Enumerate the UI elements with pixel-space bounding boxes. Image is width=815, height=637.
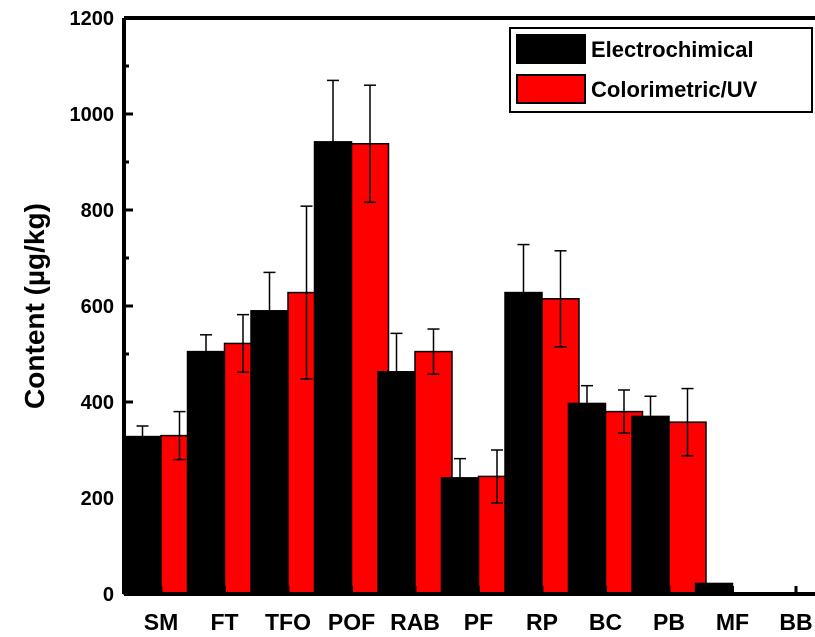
legend-swatch-colorimetric (516, 74, 586, 104)
bar-electrochimical-ft (186, 350, 226, 595)
legend-swatch-electrochimical (516, 34, 586, 64)
bars-layer (123, 141, 734, 595)
x-tick-label: RP (526, 609, 558, 635)
y-tick-label: 400 (81, 392, 114, 414)
legend-label-colorimetric: Colorimetric/UV (591, 77, 758, 102)
y-tick-label: 0 (103, 584, 114, 606)
legend: Electrochimical Colorimetric/UV (509, 27, 813, 113)
y-axis-label: Content (µg/kg) (19, 203, 50, 409)
x-tick-label: POF (328, 609, 375, 635)
y-tick-label: 1200 (70, 8, 115, 30)
error-bars-layer (136, 79, 694, 504)
x-tick-label: SM (144, 609, 179, 635)
x-tick-label: BC (589, 609, 622, 635)
y-tick-label: 800 (81, 200, 114, 222)
bar-electrochimical-bc (567, 402, 607, 595)
y-tick-label: 600 (81, 296, 114, 318)
bar-electrochimical-pof (313, 141, 353, 595)
x-tick-label: PF (464, 609, 493, 635)
x-tick-label: RAB (390, 609, 440, 635)
legend-label-electrochimical: Electrochimical (591, 37, 754, 62)
bar-electrochimical-pb (631, 415, 670, 595)
x-tick-label: TFO (265, 609, 311, 635)
x-tick-label: BB (779, 609, 812, 635)
x-tick-label: PB (653, 609, 685, 635)
bar-electrochimical-sm (123, 435, 162, 595)
ticks-layer: 0 200 400 600 800 1000 1200 SM FT TFO POF RAB PF RP BC… (70, 8, 813, 635)
x-tick-label: FT (210, 609, 238, 635)
y-tick-label: 200 (81, 488, 114, 510)
bar-electrochimical-tfo (250, 310, 289, 595)
y-tick-label: 1000 (70, 104, 115, 126)
x-tick-label: MF (716, 609, 749, 635)
